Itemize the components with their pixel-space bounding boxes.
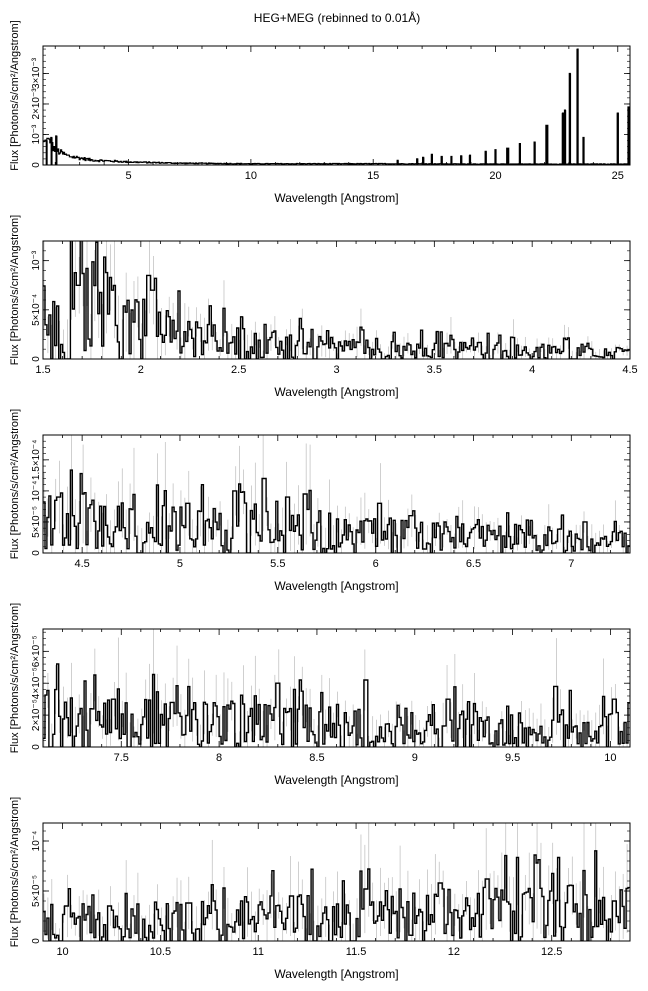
x-axis-label: Wavelength [Angstrom] <box>274 385 398 399</box>
x-axis-label: Wavelength [Angstrom] <box>274 579 398 593</box>
x-axis-label: Wavelength [Angstrom] <box>274 191 398 205</box>
x-tick-label: 10 <box>245 170 257 182</box>
y-tick-label: 0 <box>31 550 42 556</box>
x-tick-label: 3.5 <box>427 364 442 376</box>
spectrum-step-line <box>43 663 630 747</box>
x-tick-label: 6 <box>373 558 379 570</box>
chart-panel-1: 5 10 15 20 25 0 10⁻³ 2×10⁻³3×10⁻³ Wavelength [An… <box>9 20 631 205</box>
spectrum-data <box>43 435 630 553</box>
x-axis-label: Wavelength [Angstrom] <box>274 967 398 981</box>
y-tick-label: 6×10⁻⁵ <box>31 635 42 667</box>
spectrum-step-line <box>43 850 630 941</box>
y-axis-label: Flux [Photons/s/cm²/Angstrom] <box>9 603 21 753</box>
y-tick-label: 0 <box>31 938 42 944</box>
x-tick-label: 4.5 <box>74 558 89 570</box>
y-tick-label: 5×10⁻⁴ <box>31 294 42 326</box>
y-tick-label: 10⁻⁴ <box>31 481 42 502</box>
x-tick-label: 12 <box>448 946 460 958</box>
y-tick-label: 5×10⁻⁵ <box>31 506 42 538</box>
chart-panel-2: 1.5 2 2.5 3 3.5 4 4.5 0 5×10⁻⁴ 10⁻³ Wavelength [An… <box>9 215 638 399</box>
y-tick-label: 10⁻³ <box>31 250 42 270</box>
x-tick-label: 25 <box>612 170 624 182</box>
x-tick-label: 8 <box>216 752 222 764</box>
x-tick-label: 3 <box>333 364 339 376</box>
spectrum-data <box>43 629 630 747</box>
x-tick-label: 1.5 <box>35 364 50 376</box>
spectrum-step-line <box>43 241 630 359</box>
x-tick-label: 2.5 <box>231 364 246 376</box>
y-tick-label: 10⁻⁴ <box>31 831 42 852</box>
y-axis-label: Flux [Photons/s/cm²/Angstrom] <box>9 215 21 365</box>
x-tick-label: 8.5 <box>309 752 324 764</box>
x-tick-label: 9 <box>412 752 418 764</box>
x-tick-label: 5.5 <box>270 558 285 570</box>
x-tick-label: 12.5 <box>541 946 562 958</box>
x-tick-label: 20 <box>489 170 501 182</box>
y-axis-label: Flux [Photons/s/cm²/Angstrom] <box>9 409 21 559</box>
y-tick-label: 2×10⁻³ <box>31 88 42 120</box>
spectrum-step-line <box>43 48 630 165</box>
y-tick-label: 10⁻³ <box>31 124 42 144</box>
x-tick-label: 11.5 <box>346 946 367 958</box>
x-tick-label: 10 <box>56 946 68 958</box>
x-tick-label: 6.5 <box>466 558 481 570</box>
y-tick-label: 5×10⁻⁵ <box>31 875 42 907</box>
y-tick-label: 3×10⁻³ <box>31 57 42 89</box>
y-axis-label: Flux [Photons/s/cm²/Angstrom] <box>9 797 21 947</box>
x-tick-label: 10 <box>604 752 616 764</box>
x-tick-label: 4.5 <box>622 364 637 376</box>
y-tick-label: 0 <box>31 356 42 362</box>
plot-frame <box>42 45 631 166</box>
chart-panel-3: 4.5 5 5.5 6 6.5 7 0 5×10⁻⁵ 10⁻⁴1.5×10⁻⁴ Wavelengt… <box>9 409 631 593</box>
x-tick-label: 5 <box>177 558 183 570</box>
x-tick-label: 4 <box>529 364 535 376</box>
spectrum-data <box>43 823 630 941</box>
x-tick-label: 5 <box>126 170 132 182</box>
y-axis-label: Flux [Photons/s/cm²/Angstrom] <box>9 20 21 170</box>
x-tick-label: 9.5 <box>505 752 520 764</box>
x-tick-label: 7.5 <box>114 752 129 764</box>
y-tick-label: 0 <box>31 162 42 168</box>
y-tick-label: 4×10⁻⁵ <box>31 667 42 699</box>
x-axis-label: Wavelength [Angstrom] <box>274 773 398 787</box>
spectrum-step-line <box>43 469 630 553</box>
x-tick-label: 10.5 <box>150 946 171 958</box>
spectrum-data <box>43 241 630 359</box>
x-tick-label: 7 <box>568 558 574 570</box>
chart-panel-4: 7.5 8 8.5 9 9.5 10 0 2×10⁻⁵4×10⁻⁵6×10⁻⁵ Waveleng… <box>9 603 631 787</box>
y-tick-label: 2×10⁻⁵ <box>31 699 42 731</box>
y-tick-label: 0 <box>31 744 42 750</box>
x-tick-label: 11 <box>253 946 264 958</box>
x-tick-label: 15 <box>367 170 379 182</box>
spectrum-data <box>43 48 630 165</box>
figure-title: HEG+MEG (rebinned to 0.01Å) <box>254 10 420 25</box>
chart-panel-5: 10 10.5 11 11.5 12 12.5 0 5×10⁻⁵ 10⁻⁴ Wavelength … <box>9 797 631 981</box>
y-tick-label: 1.5×10⁻⁴ <box>31 440 42 480</box>
x-tick-label: 2 <box>138 364 144 376</box>
